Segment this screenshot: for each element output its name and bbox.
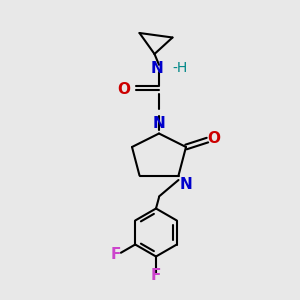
Text: N: N <box>150 61 163 76</box>
Text: F: F <box>151 268 161 284</box>
Text: F: F <box>111 247 122 262</box>
Text: N: N <box>153 116 165 131</box>
Text: O: O <box>118 82 130 98</box>
Text: -H: -H <box>172 61 188 75</box>
Text: O: O <box>207 130 220 146</box>
Text: N: N <box>180 177 193 192</box>
